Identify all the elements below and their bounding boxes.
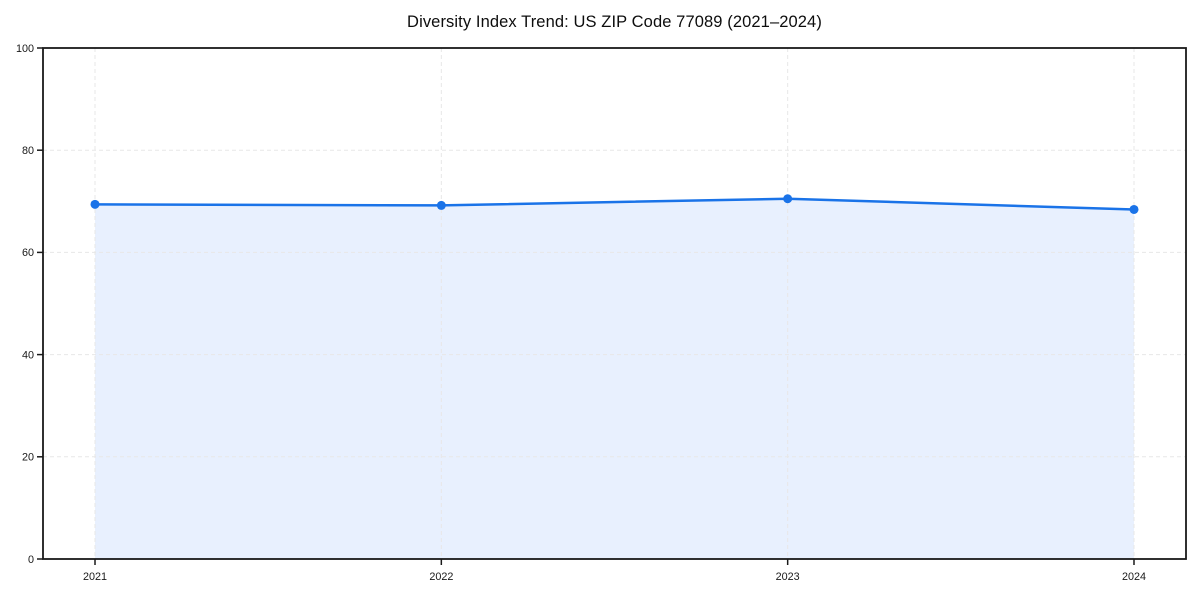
x-tick-label: 2023	[776, 571, 800, 583]
axes-spine-box	[42, 47, 1187, 560]
data-point-marker	[90, 199, 100, 209]
x-tick-label: 2024	[1122, 571, 1146, 583]
y-tick-label: 80	[22, 145, 34, 157]
chart-title: Diversity Index Trend: US ZIP Code 77089…	[407, 13, 822, 31]
x-tick-label: 2022	[429, 571, 453, 583]
x-tick-label: 2021	[83, 571, 107, 583]
y-tick-label: 100	[16, 43, 34, 55]
y-tick-label: 20	[22, 452, 34, 464]
y-tick-label: 0	[28, 554, 34, 566]
data-point-marker	[436, 200, 446, 210]
series-line	[93, 197, 1136, 211]
data-point-marker	[1129, 204, 1139, 214]
y-tick-label: 60	[22, 247, 34, 259]
data-point-marker	[783, 194, 793, 204]
series-area-fill	[95, 198, 1134, 559]
y-tick-label: 40	[22, 349, 34, 361]
